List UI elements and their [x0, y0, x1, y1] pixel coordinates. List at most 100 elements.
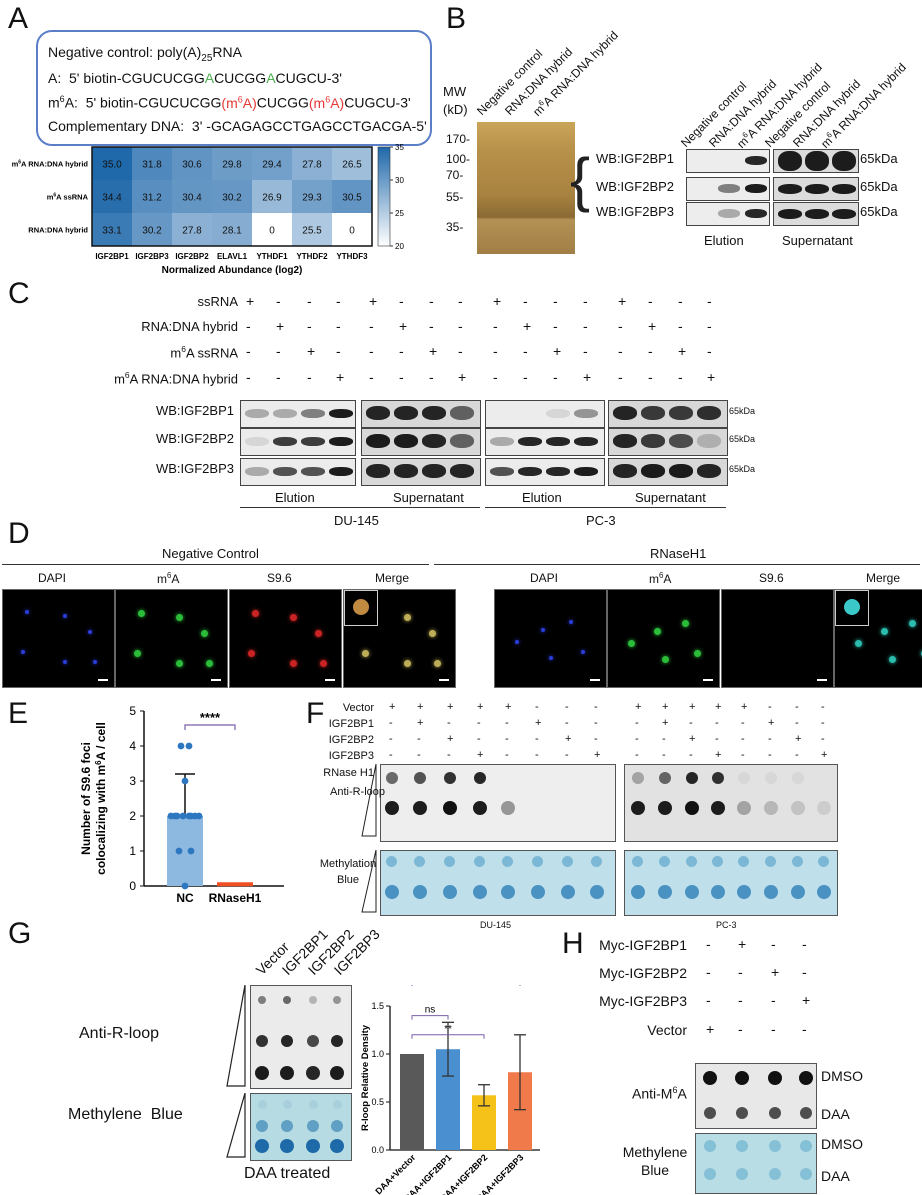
f-dot-rloop [738, 772, 750, 784]
g-bar [400, 1054, 424, 1150]
c-group-label: Elution [522, 490, 562, 505]
cell-spot [889, 656, 896, 663]
band [366, 406, 390, 420]
g-dot-rloop [281, 1035, 293, 1047]
f-sign: - [447, 749, 451, 761]
f-dot-rloop [659, 772, 671, 784]
d-micrograph [721, 589, 834, 688]
heatmap-cell [212, 147, 252, 180]
d-micrograph [115, 589, 228, 688]
g-sig-label: ns [425, 1005, 436, 1016]
f-dot-mb [414, 856, 425, 867]
e-sig-bracket [184, 724, 236, 730]
heatmap-cell-label: 31.8 [142, 160, 162, 171]
f-row-label-mb: Methylation Blue [319, 858, 377, 886]
f-sign: - [535, 749, 539, 761]
f-sign: - [768, 749, 772, 761]
panel-label-c: C [8, 277, 30, 310]
heatmap-cell [172, 147, 212, 180]
f-dot-mb [659, 856, 670, 867]
f-dot-mb [386, 856, 397, 867]
band [805, 209, 829, 219]
e-point-nc [179, 812, 187, 820]
heatmap-col-label: IGF2BP2 [175, 252, 209, 261]
cell-spot [581, 650, 585, 654]
heatmap-cell-label: 30.4 [182, 193, 202, 204]
h-treat-2: DAA [821, 1106, 850, 1122]
panel-label-f: F [306, 697, 325, 730]
band [394, 464, 418, 478]
cell-spot [320, 660, 327, 667]
heatmap-cell [252, 147, 292, 180]
panel-label-e: E [8, 697, 29, 730]
d-micrograph [2, 589, 115, 688]
f-gradient-triangle-1 [361, 764, 377, 837]
f-dot-mb [590, 885, 604, 899]
h-condition-label: Myc-IGF2BP3 [599, 993, 687, 1009]
f-dot-mb [444, 856, 455, 867]
heatmap-cell [332, 213, 372, 246]
f-sign: - [594, 717, 598, 729]
h-sign: - [706, 964, 711, 980]
h-sign: + [706, 1021, 715, 1037]
g-dot-mb [255, 1139, 269, 1153]
b-blot-supernatant [773, 202, 859, 226]
f-sign: + [768, 717, 775, 729]
f-sign: + [477, 749, 484, 761]
band [273, 437, 297, 446]
c-sign: + [553, 343, 562, 359]
f-condition-label: Vector [342, 702, 374, 714]
f-sign: + [689, 701, 696, 713]
c-sign: - [707, 343, 712, 359]
h-sign: - [771, 936, 776, 952]
band [805, 151, 829, 171]
scale-bar [211, 679, 221, 681]
f-condition-label: IGF2BP1 [328, 718, 374, 730]
c-sign: - [369, 369, 374, 385]
heatmap-cell [92, 213, 132, 246]
cell-spot [25, 610, 29, 614]
f-sign: - [535, 733, 539, 745]
c-sign: - [429, 369, 434, 385]
f-dot-rloop [711, 801, 725, 815]
mw-unit: (kD) [443, 102, 468, 117]
f-dot-rloop [737, 801, 751, 815]
inset-cell [353, 599, 369, 615]
mw-tick: 100- [446, 152, 471, 166]
band [546, 467, 570, 476]
heatmap-cell [92, 180, 132, 213]
c-sign: - [246, 369, 251, 385]
d-rule-left [2, 564, 429, 565]
scale-bar [817, 679, 827, 681]
c-sign: - [493, 369, 498, 385]
f-dot-mb [532, 856, 543, 867]
f-dot-rloop [685, 801, 699, 815]
f-sign: - [389, 717, 393, 729]
h-sign: - [706, 992, 711, 1008]
band [641, 406, 665, 420]
band [273, 409, 297, 418]
h-sign: + [802, 992, 811, 1008]
b-group-elution: Elution [704, 233, 744, 248]
f-sign: + [662, 701, 669, 713]
heatmap-cell-label: 0 [349, 226, 355, 237]
d-channel-label: S9.6 [759, 571, 784, 585]
h-dot-m6a-daa [704, 1107, 716, 1119]
cell-spot [290, 660, 297, 667]
band [641, 434, 665, 448]
d-micrograph [229, 589, 342, 688]
heatmap-col-label: IGF2BP1 [95, 252, 129, 261]
f-dot-mb [711, 885, 725, 899]
band [613, 464, 637, 478]
g-sig-bracket [411, 1034, 485, 1039]
colorbar-tick: 35 [395, 143, 404, 152]
panel-label-d: D [8, 517, 30, 550]
panel-label-h: H [562, 927, 584, 960]
seq-a: A: 5' biotin-CGUCUCGGACUCGGACUGCU-3' [48, 70, 342, 86]
heatmap-col-label: YTHDF1 [256, 252, 288, 261]
e-point-nc [195, 812, 203, 820]
c-sign: + [336, 369, 345, 385]
heatmap-cell [212, 180, 252, 213]
band [450, 464, 474, 478]
band [697, 464, 721, 478]
